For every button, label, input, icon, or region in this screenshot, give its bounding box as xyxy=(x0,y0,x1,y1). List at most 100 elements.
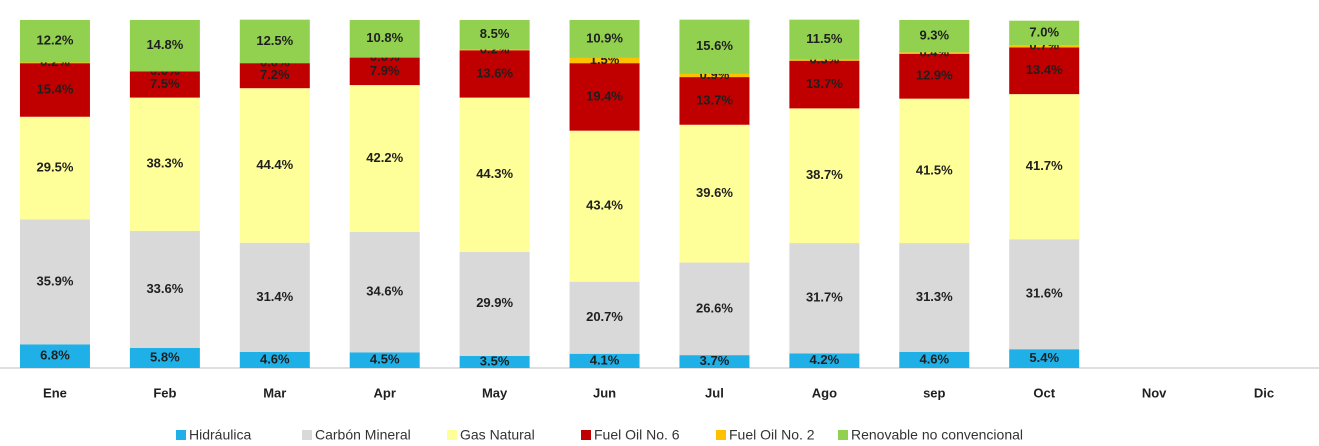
x-tick-label: Nov xyxy=(1142,385,1167,400)
value-label: 14.8% xyxy=(146,37,183,52)
value-label: 4.1% xyxy=(590,352,620,367)
value-label: 44.3% xyxy=(476,166,513,181)
bar-segment xyxy=(19,344,90,368)
bar-segment xyxy=(789,108,860,244)
value-label: 11.5% xyxy=(806,31,843,46)
legend-swatch xyxy=(581,430,591,440)
bar-segment xyxy=(899,53,970,99)
value-label: 35.9% xyxy=(37,273,74,288)
value-label: 9.3% xyxy=(919,28,949,43)
x-tick-label: Ago xyxy=(812,385,837,400)
value-label: 13.7% xyxy=(696,92,733,107)
value-label: 7.0% xyxy=(1029,24,1059,39)
value-label: 15.6% xyxy=(696,38,733,53)
bar-segment xyxy=(679,77,750,125)
bar-segment xyxy=(19,63,90,117)
x-tick-label: Jul xyxy=(705,385,724,400)
bar-segment xyxy=(19,219,90,345)
bar-segment xyxy=(1009,45,1080,48)
legend-label: Hidráulica xyxy=(189,427,251,443)
value-label: 13.7% xyxy=(806,76,843,91)
bar-segment xyxy=(459,50,530,98)
bar-segment xyxy=(459,49,530,51)
x-tick-label: Feb xyxy=(153,385,176,400)
bar-segment xyxy=(899,243,970,352)
bar-segment xyxy=(569,353,640,368)
value-label: 7.5% xyxy=(150,76,180,91)
bar-segment xyxy=(349,352,420,368)
value-label: 4.6% xyxy=(260,351,290,366)
bar-segment xyxy=(459,97,530,252)
bar-segment xyxy=(569,20,640,58)
bar-segment xyxy=(679,19,750,74)
value-label: 10.9% xyxy=(586,30,623,45)
value-label: 5.4% xyxy=(1029,350,1059,365)
bar-segment xyxy=(789,60,860,109)
value-label: 3.7% xyxy=(700,353,730,368)
bar-segment xyxy=(899,98,970,244)
value-label: 34.6% xyxy=(366,284,403,299)
bar-segment xyxy=(349,85,420,232)
bar-segment xyxy=(679,73,750,78)
bar-segment xyxy=(679,355,750,368)
bar-segment xyxy=(1009,20,1080,46)
legend-swatch xyxy=(447,430,457,440)
bar-segment xyxy=(1009,47,1080,95)
value-label: 43.4% xyxy=(586,198,623,213)
bar-segment xyxy=(349,57,420,86)
bar-segment xyxy=(129,97,200,231)
value-label: 10.8% xyxy=(366,30,403,45)
x-tick-label: Jun xyxy=(593,385,616,400)
value-label: 12.2% xyxy=(37,33,74,48)
bar-segment xyxy=(239,88,310,243)
value-label: 39.6% xyxy=(696,185,733,200)
bar-segment xyxy=(1009,239,1080,350)
bar-segment xyxy=(459,20,530,50)
bar-segment xyxy=(349,20,420,58)
value-label: 41.7% xyxy=(1026,158,1063,173)
value-label: 19.4% xyxy=(586,88,623,103)
value-label: 12.5% xyxy=(256,33,293,48)
x-tick-label: Oct xyxy=(1033,385,1055,400)
value-label: 31.6% xyxy=(1026,286,1063,301)
value-label: 29.5% xyxy=(37,160,74,175)
bar-segment xyxy=(19,116,90,220)
x-tick-label: Mar xyxy=(263,385,286,400)
bar-segment xyxy=(19,62,90,64)
value-label: 29.9% xyxy=(476,295,513,310)
bar-segment xyxy=(239,63,310,89)
value-label: 6.8% xyxy=(40,348,70,363)
bar-segment xyxy=(679,262,750,356)
bar-segment xyxy=(19,20,90,63)
x-tick-label: Ene xyxy=(43,385,67,400)
x-tick-label: Apr xyxy=(374,385,396,400)
value-label: 38.7% xyxy=(806,167,843,182)
value-label: 8.5% xyxy=(480,26,510,41)
bar-segment xyxy=(569,63,640,131)
bar-segment xyxy=(349,231,420,353)
bar-segment xyxy=(789,19,860,60)
bar-segment xyxy=(129,20,200,72)
bar-segment xyxy=(459,251,530,356)
bar-segment xyxy=(1009,94,1080,240)
legend-swatch xyxy=(176,430,186,440)
bar-segment xyxy=(1009,349,1080,368)
value-label: 15.4% xyxy=(37,81,74,96)
bar-segment xyxy=(459,355,530,368)
legend-swatch xyxy=(838,430,848,440)
x-tick-label: sep xyxy=(923,385,945,400)
legend-label: Fuel Oil No. 6 xyxy=(594,427,680,443)
bar-segment xyxy=(679,124,750,263)
bar-segment xyxy=(239,19,310,64)
value-label: 42.2% xyxy=(366,150,403,165)
legend-label: Fuel Oil No. 2 xyxy=(729,427,815,443)
bar-segment xyxy=(789,353,860,368)
x-tick-label: Dic xyxy=(1254,385,1274,400)
value-label: 31.7% xyxy=(806,290,843,305)
value-label: 31.4% xyxy=(256,289,293,304)
bar-segment xyxy=(899,351,970,368)
legend-swatch xyxy=(302,430,312,440)
value-label: 13.6% xyxy=(476,65,513,80)
value-label: 4.2% xyxy=(810,352,840,367)
value-label: 13.4% xyxy=(1026,62,1063,77)
